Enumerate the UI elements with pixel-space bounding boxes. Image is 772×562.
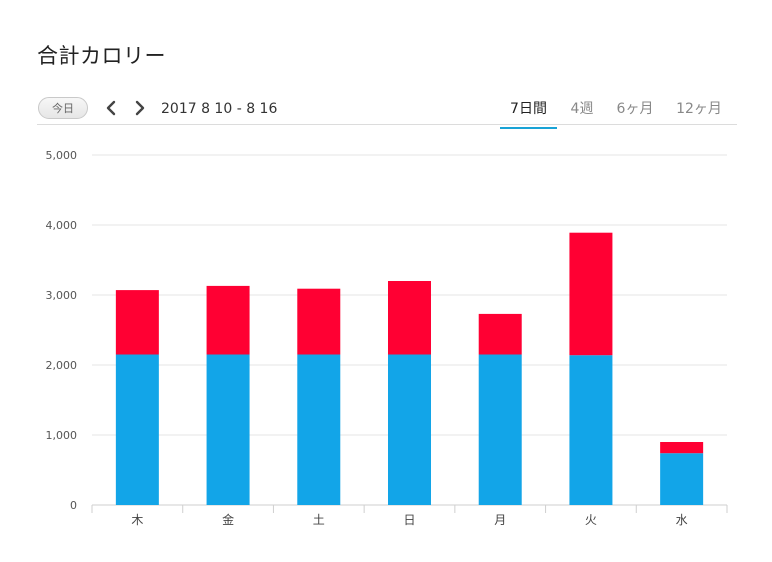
bar-extra — [660, 442, 704, 454]
x-tick-label: 木 — [131, 513, 143, 527]
bar-base — [569, 355, 613, 505]
y-tick-label: 4,000 — [46, 219, 78, 232]
period-tabs: 7日間 4週 6ヶ月 12ヶ月 — [500, 98, 729, 129]
bar-extra — [297, 288, 341, 355]
y-tick-label: 5,000 — [46, 149, 78, 162]
bar-base — [206, 354, 250, 505]
y-tick-label: 1,000 — [46, 429, 78, 442]
chevron-left-icon[interactable] — [103, 96, 121, 120]
chevron-right-icon[interactable] — [130, 96, 148, 120]
y-tick-label: 0 — [70, 499, 77, 512]
x-tick-label: 土 — [313, 513, 325, 527]
y-tick-label: 2,000 — [46, 359, 78, 372]
bar-base — [388, 354, 431, 505]
bar-extra — [388, 281, 431, 355]
bar-base — [478, 354, 522, 505]
date-range-label: 2017 8 10 - 8 16 — [161, 101, 278, 117]
tab-4-weeks[interactable]: 4週 — [570, 101, 594, 117]
x-tick-label: 日 — [403, 513, 415, 527]
tab-12-months[interactable]: 12ヶ月 — [676, 101, 722, 117]
x-tick-label: 水 — [676, 513, 688, 527]
x-tick-label: 月 — [494, 513, 506, 527]
x-tick-label: 金 — [222, 512, 234, 527]
bar-extra — [115, 290, 159, 355]
bar-base — [115, 354, 159, 505]
bar-base — [660, 453, 704, 505]
bar-extra — [478, 313, 522, 355]
bar-extra — [569, 232, 613, 356]
tab-6-months[interactable]: 6ヶ月 — [616, 101, 654, 117]
page-title: 合計カロリー — [37, 44, 166, 68]
today-button[interactable]: 今日 — [38, 97, 88, 119]
header-divider — [37, 124, 737, 125]
tab-7-days[interactable]: 7日間 — [500, 98, 557, 129]
bar-extra — [206, 285, 250, 355]
x-tick-label: 火 — [585, 513, 597, 527]
y-tick-label: 3,000 — [46, 289, 78, 302]
bar-base — [297, 354, 341, 505]
